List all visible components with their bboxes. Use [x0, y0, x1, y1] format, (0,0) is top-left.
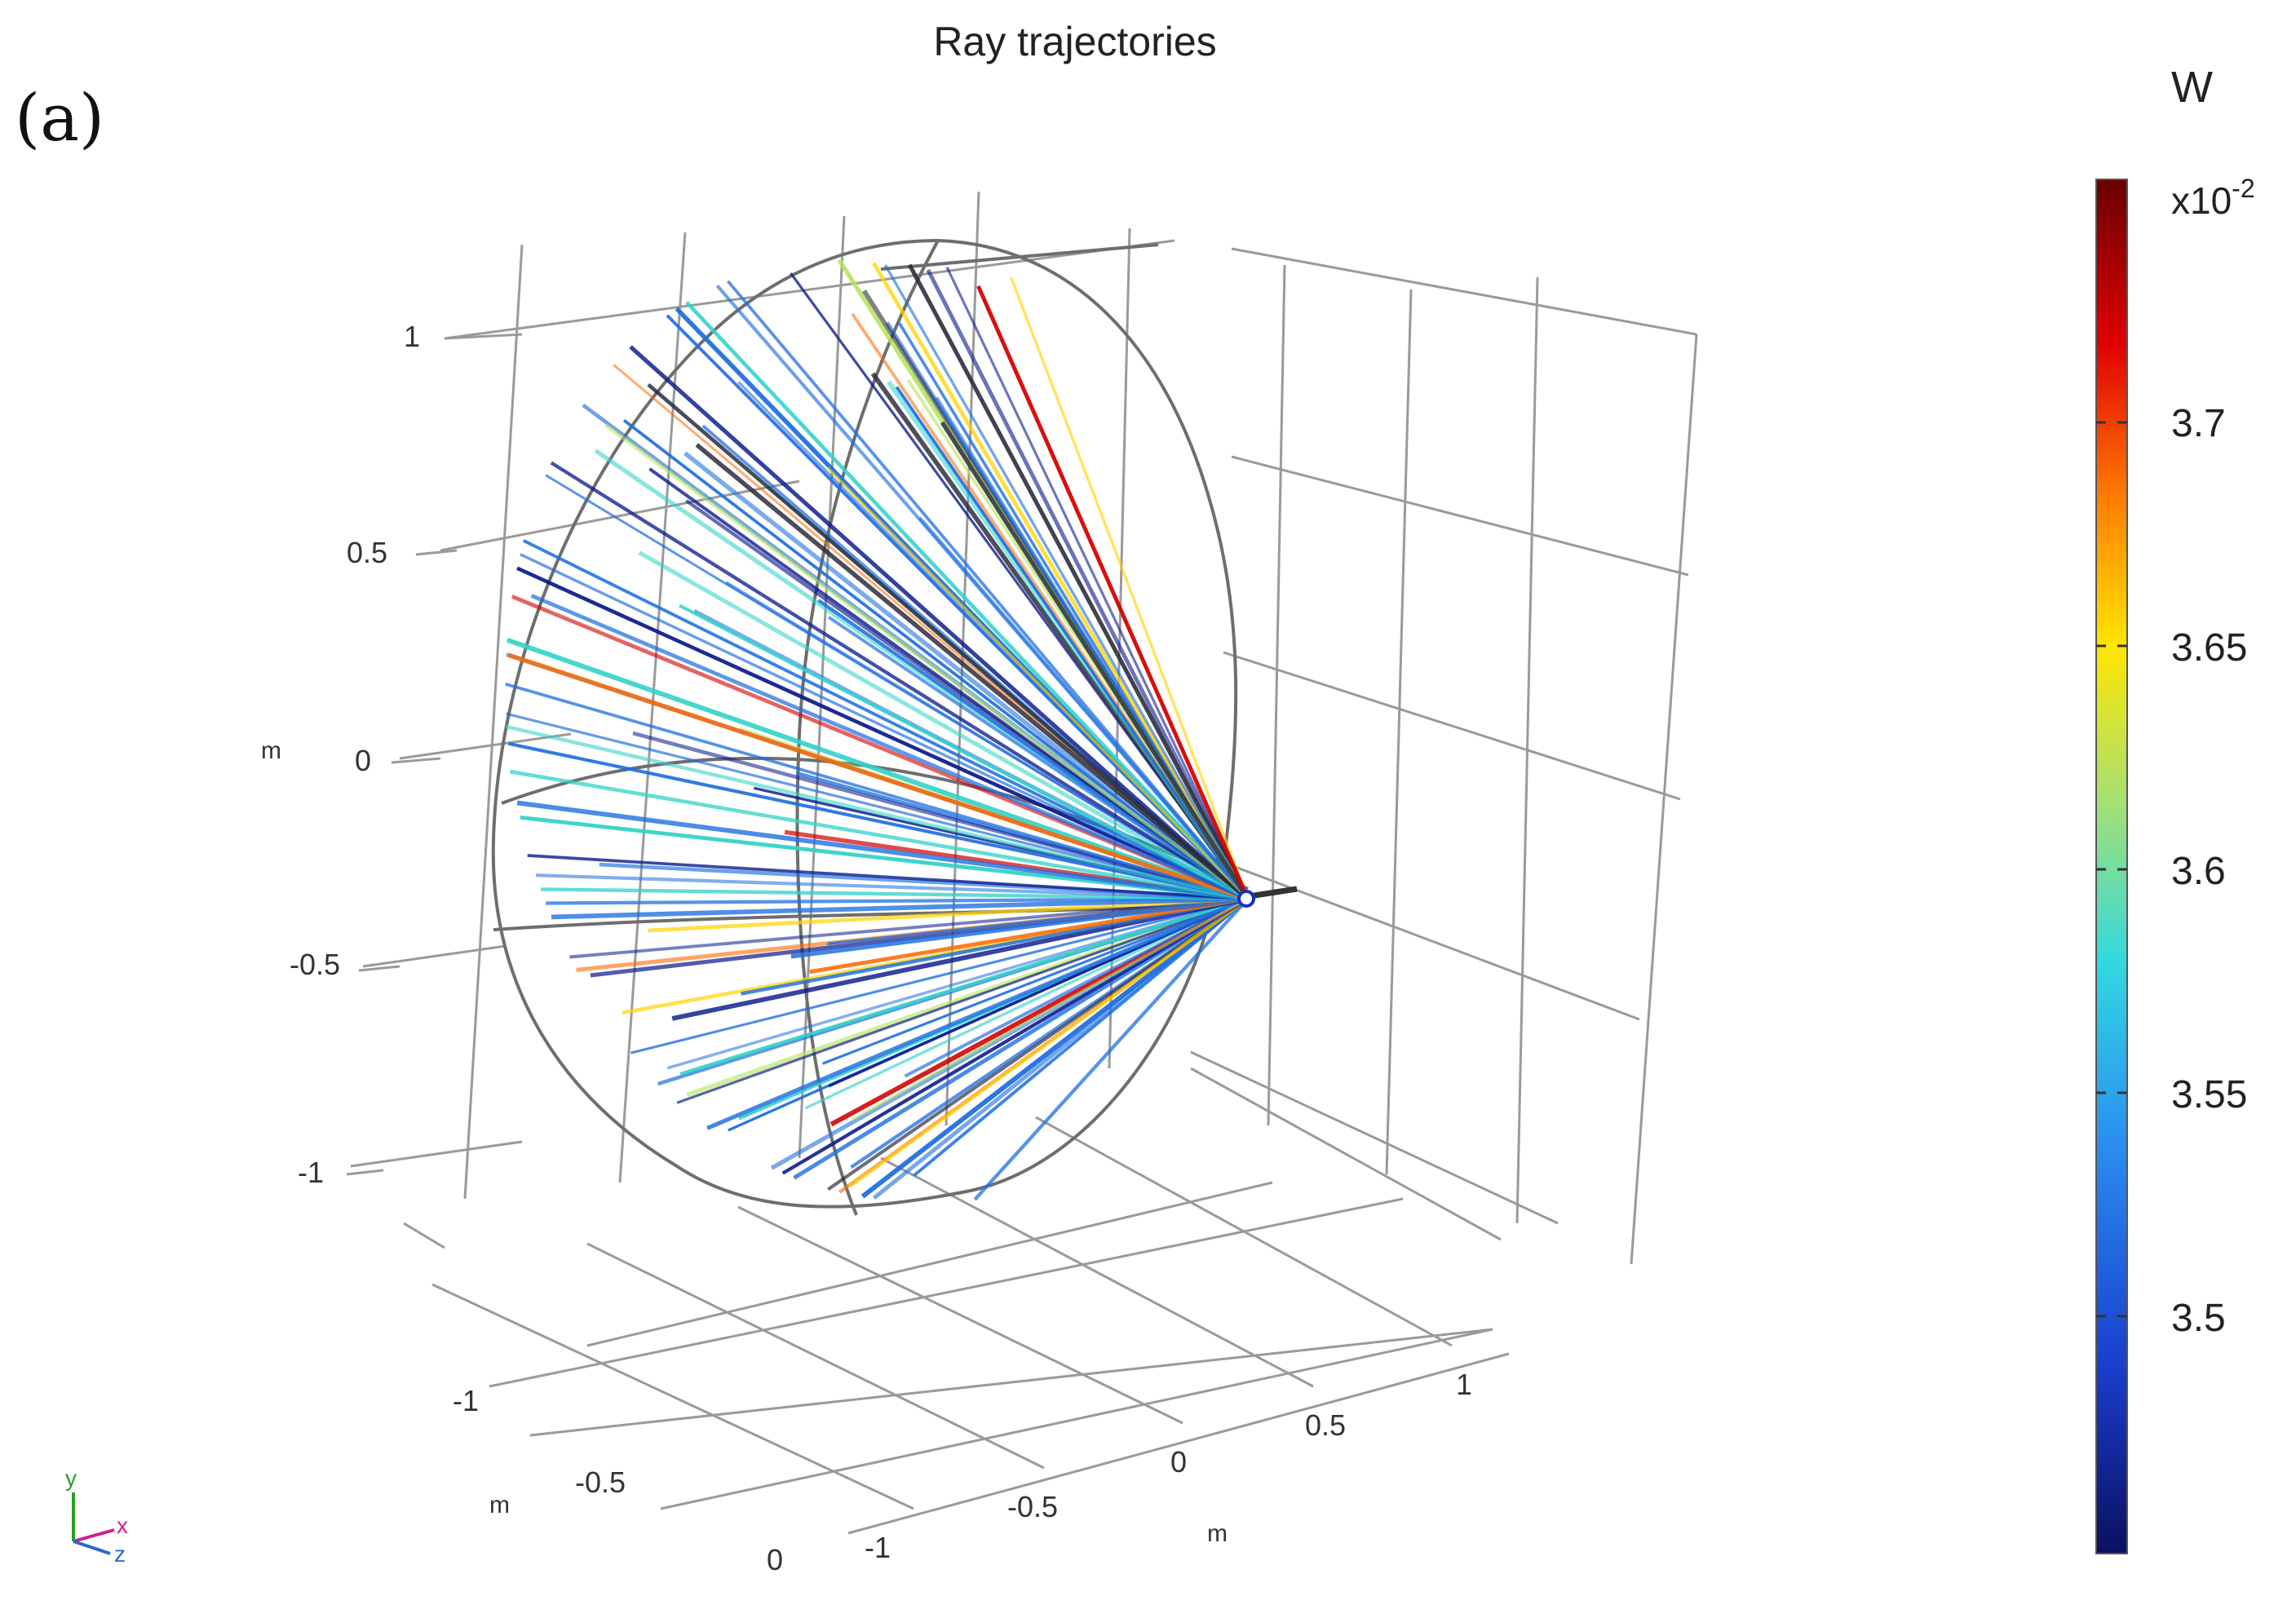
- triad-z-label: z: [114, 1541, 126, 1567]
- ray-line: [523, 539, 1249, 900]
- ray-line: [976, 285, 1250, 900]
- x-axis-unit: m: [1207, 1520, 1228, 1547]
- colorbar-tick-label: 3.55: [2171, 1073, 2247, 1116]
- ray-line: [895, 386, 1250, 900]
- ray-line: [671, 896, 1249, 1021]
- ray-line: [695, 443, 1250, 901]
- ray-line: [679, 603, 1249, 900]
- ray-line: [883, 264, 1250, 900]
- ray-line: [647, 382, 1250, 900]
- floor-grid: [431, 1067, 1510, 1535]
- ray-line: [551, 896, 1249, 920]
- ray-line: [685, 300, 1250, 900]
- ray-line: [926, 268, 1250, 900]
- ray-line: [505, 724, 1249, 901]
- triad-y-label: y: [65, 1465, 77, 1491]
- colorbar-tick-label: 3.6: [2171, 850, 2226, 893]
- ray-line: [516, 566, 1249, 901]
- panel-label: (a): [15, 80, 104, 156]
- z-axis: -1 -0.5 0 m: [453, 1384, 783, 1576]
- ray-line: [604, 423, 1250, 901]
- ray-line: [569, 897, 1249, 959]
- ray-line: [826, 466, 1250, 900]
- colorbar-multiplier-base: x10: [2171, 179, 2232, 222]
- ray-line: [506, 712, 1249, 900]
- ray-line: [505, 683, 1249, 900]
- ray-line: [918, 516, 1250, 900]
- ray-line: [632, 731, 1249, 901]
- y-axis-unit: m: [261, 737, 281, 764]
- y-tick-label: -1: [298, 1156, 324, 1189]
- ray-line: [907, 263, 1250, 900]
- y-tick-label: 1: [404, 320, 420, 353]
- y-tick-label: 0: [355, 744, 371, 777]
- colorbar-tick-label: 3.5: [2171, 1297, 2226, 1340]
- ray-source: [1237, 886, 1298, 908]
- colorbar-multiplier: x10-2: [2171, 174, 2255, 222]
- ray-line: [809, 896, 1249, 975]
- ray-line: [638, 550, 1250, 901]
- ray-line: [940, 421, 1250, 900]
- ray-line: [550, 461, 1250, 900]
- z-tick-label: 0: [767, 1543, 783, 1576]
- ray-line: [536, 873, 1249, 901]
- z-tick-label: -1: [453, 1384, 479, 1417]
- x-tick-label: -1: [865, 1531, 891, 1564]
- ray-line: [510, 769, 1249, 901]
- ray-line: [541, 887, 1249, 901]
- ray-line: [945, 266, 1250, 900]
- x-tick-label: 0.5: [1305, 1408, 1346, 1442]
- ray-line: [683, 451, 1250, 901]
- ray-line: [630, 897, 1249, 1054]
- z-axis-unit: m: [489, 1492, 510, 1519]
- colorbar-unit: W: [2171, 63, 2213, 112]
- ray-line: [872, 262, 1250, 900]
- ray-line: [851, 897, 1249, 1122]
- ray-line: [527, 854, 1249, 900]
- y-axis: 1 0.5 0 -0.5 -1 m: [261, 320, 420, 1189]
- colorbar-ticks: [2096, 421, 2127, 1318]
- ray-line: [506, 637, 1249, 901]
- axis-triad: y x z: [65, 1465, 128, 1567]
- plot-title: Ray trajectories: [933, 19, 1216, 64]
- ray-line: [706, 896, 1249, 1130]
- x-tick-label: 1: [1456, 1368, 1472, 1401]
- x-tick-label: 0: [1170, 1445, 1187, 1479]
- colorbar-tick-label: 3.65: [2171, 626, 2247, 670]
- colorbar-gradient: [2095, 179, 2128, 1554]
- ray-line: [648, 896, 1249, 933]
- ray-line: [822, 897, 1249, 1065]
- ray-line: [507, 741, 1249, 901]
- ray-line: [520, 553, 1249, 900]
- ray-fan: [505, 259, 1250, 1201]
- colorbar-multiplier-exponent: -2: [2232, 174, 2254, 203]
- ray-line: [516, 800, 1249, 901]
- ray-line: [827, 897, 1249, 946]
- colorbar-tick-label: 3.7: [2171, 402, 2226, 445]
- ray-line: [860, 896, 1250, 1199]
- z-tick-label: -0.5: [575, 1465, 626, 1499]
- y-tick-label: -0.5: [290, 948, 340, 981]
- ray-line: [904, 897, 1249, 1078]
- ray-line: [849, 897, 1250, 1188]
- ray-line: [973, 897, 1250, 1201]
- y-tick-label: 0.5: [347, 536, 387, 569]
- ray-line: [679, 897, 1249, 1076]
- ray-line: [530, 594, 1249, 901]
- ray-line: [629, 345, 1250, 900]
- y-tick-marks: [346, 333, 523, 1176]
- triad-x-label: x: [117, 1513, 128, 1538]
- ray-line: [507, 652, 1249, 901]
- x-tick-label: -0.5: [1007, 1490, 1058, 1523]
- ray-line: [804, 897, 1249, 1110]
- ray-line: [1009, 276, 1250, 900]
- colorbar: W x10-2 3.7 3.65 3.6 3.55 3.5: [2095, 63, 2255, 1554]
- x-axis: -1 -0.5 0 0.5 1 m: [865, 1368, 1472, 1564]
- ray-line: [676, 897, 1249, 1104]
- ray-line: [545, 474, 1249, 900]
- ray-line: [546, 896, 1249, 905]
